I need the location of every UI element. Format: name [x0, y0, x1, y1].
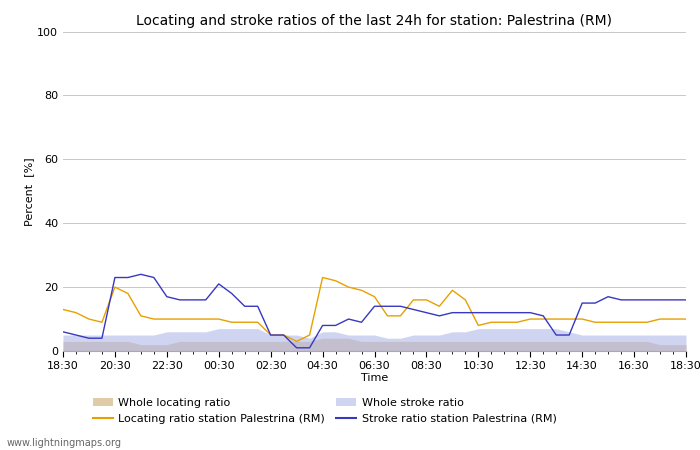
X-axis label: Time: Time — [361, 373, 388, 383]
Text: www.lightningmaps.org: www.lightningmaps.org — [7, 438, 122, 448]
Legend: Whole locating ratio, Locating ratio station Palestrina (RM), Whole stroke ratio: Whole locating ratio, Locating ratio sta… — [92, 398, 556, 423]
Title: Locating and stroke ratios of the last 24h for station: Palestrina (RM): Locating and stroke ratios of the last 2… — [136, 14, 612, 27]
Y-axis label: Percent  [%]: Percent [%] — [25, 157, 34, 225]
